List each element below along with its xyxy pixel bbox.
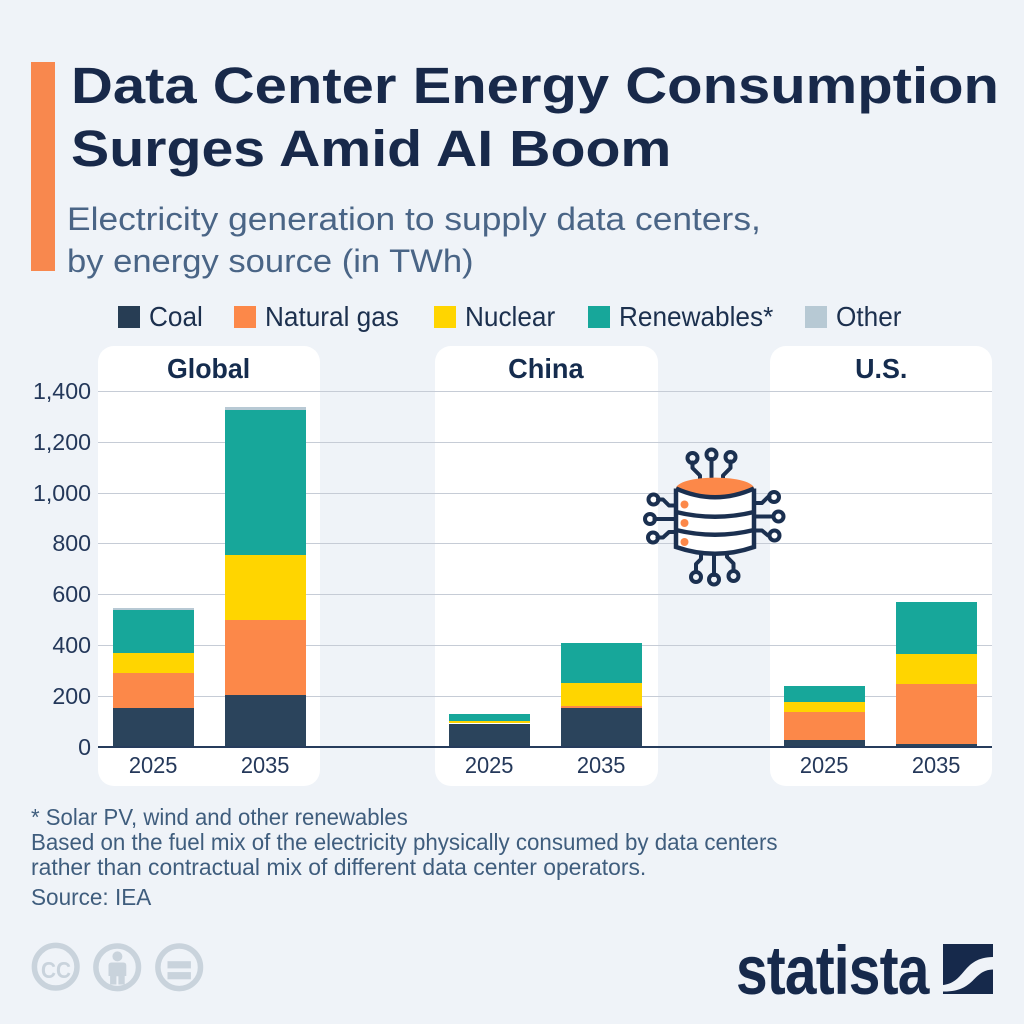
svg-text:CC: CC <box>41 957 71 983</box>
